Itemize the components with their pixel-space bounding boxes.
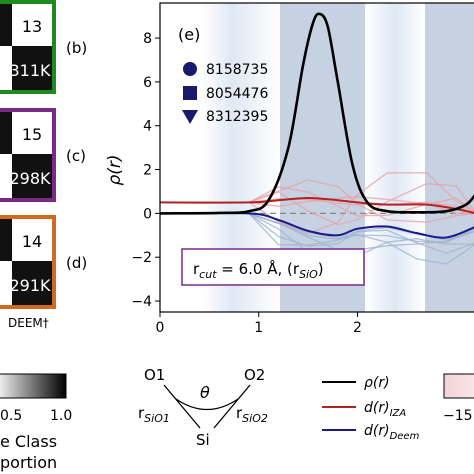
colorbar-tick-1: 1.0 xyxy=(50,408,72,424)
y-tick-label: 8 xyxy=(143,31,152,47)
tile-top-value: 14 xyxy=(22,232,42,251)
deem-faint-trace xyxy=(160,212,474,265)
atom-o1: O1 xyxy=(144,366,165,384)
colorbar-pink xyxy=(443,373,474,399)
colorbar-label-line-2: portion xyxy=(0,453,57,472)
cutoff-text: rcut = 6.0 Å, (rSiO) xyxy=(193,259,324,281)
atom-si: Si xyxy=(196,431,210,449)
legend-label-deem: d(r)Deem xyxy=(364,423,420,442)
iza-faint-trace xyxy=(160,179,474,223)
y-axis-label: ρ(r) xyxy=(105,154,125,185)
angle-arc xyxy=(175,398,239,410)
y-tick-label: 4 xyxy=(143,119,152,135)
deem-label: DEEM† xyxy=(8,316,49,330)
panel-label: (e) xyxy=(178,25,200,44)
tile-bottom-value: 291K xyxy=(9,276,51,295)
iza-faint-trace xyxy=(160,186,474,217)
legend-marker-triangle xyxy=(182,110,198,124)
series-deem-line xyxy=(160,211,474,239)
x-tick-label: 0 xyxy=(156,320,165,336)
atom-o2: O2 xyxy=(244,366,265,384)
colorbar-tick-0: 0.5 xyxy=(0,408,22,424)
tile-dark-square xyxy=(0,4,12,46)
tile-1: 15 298K (c) xyxy=(0,108,86,202)
x-tick-label: 2 xyxy=(353,320,362,336)
light-band-2 xyxy=(365,3,425,312)
y-tick-label: −2 xyxy=(131,250,152,266)
y-tick-label: −4 xyxy=(131,294,152,310)
series-iza-line xyxy=(160,196,474,214)
tile-tag: (c) xyxy=(66,147,86,165)
colorbar-gray xyxy=(0,373,67,399)
tile-bottom-value: 311K xyxy=(9,61,51,80)
colorbar-right-tick-0: −15 xyxy=(443,408,473,424)
tile-tag: (d) xyxy=(66,254,87,272)
bottom-legend: ρ(r) d(r)IZA d(r)Deem xyxy=(322,375,420,442)
series-rho-line xyxy=(160,12,474,215)
bond-2 xyxy=(213,384,251,429)
cutoff-annotation: rcut = 6.0 Å, (rSiO) xyxy=(181,248,365,286)
bond-label-1: rSiO1 xyxy=(138,404,170,425)
tile-dark-square xyxy=(0,112,12,154)
sample-tiles: 13 311K (b) 15 298K (c) 14 291K (d) xyxy=(0,0,87,309)
chart-legend: 8158735 8054476 8312395 xyxy=(182,62,268,125)
plot-frame xyxy=(159,2,474,313)
cutoff-box xyxy=(181,248,365,286)
legend-label-iza: d(r)IZA xyxy=(364,400,406,419)
left-colorbar: 0.5 1.0 e Class portion xyxy=(0,373,72,472)
y-tick-label: 2 xyxy=(143,163,152,179)
plot-panel-e: 0 1 2 −4 −2 0 2 4 6 8 (e) 8158735 8054476 8312395 r… xyxy=(105,2,474,336)
tile-tag: (b) xyxy=(66,39,87,57)
tile-top-value: 13 xyxy=(22,17,42,36)
tile-dark-square xyxy=(12,154,52,198)
bond-1 xyxy=(163,384,201,429)
legend-marker-circle xyxy=(183,62,197,76)
iza-faint-trace xyxy=(160,196,474,215)
x-tick-label: 1 xyxy=(254,320,263,336)
angle-diagram: O1 O2 Si θ rSiO1 rSiO2 xyxy=(138,366,268,449)
colorbar-label-line-1: e Class xyxy=(0,432,57,451)
right-colorbar: −15 xyxy=(443,373,474,424)
y-tick-label: 0 xyxy=(143,206,152,222)
iza-faint-trace xyxy=(160,172,474,234)
tile-dark-square xyxy=(0,219,12,261)
legend-label: 8054476 xyxy=(206,86,268,102)
tile-2: 14 291K (d) xyxy=(0,215,87,309)
legend-label-rho: ρ(r) xyxy=(364,375,390,391)
legend-label: 8312395 xyxy=(206,109,268,125)
tile-dark-square xyxy=(12,261,52,305)
tile-bottom-value: 298K xyxy=(9,169,51,188)
angle-theta: θ xyxy=(200,383,210,402)
tile-0: 13 311K (b) xyxy=(0,0,87,94)
legend-label: 8158735 xyxy=(206,62,268,78)
legend-marker-square xyxy=(183,86,197,100)
iza-faint-trace xyxy=(160,198,474,214)
tile-dark-square xyxy=(12,46,52,90)
tile-top-value: 15 xyxy=(22,125,42,144)
y-tick-label: 6 xyxy=(143,75,152,91)
bond-label-2: rSiO2 xyxy=(236,404,268,425)
